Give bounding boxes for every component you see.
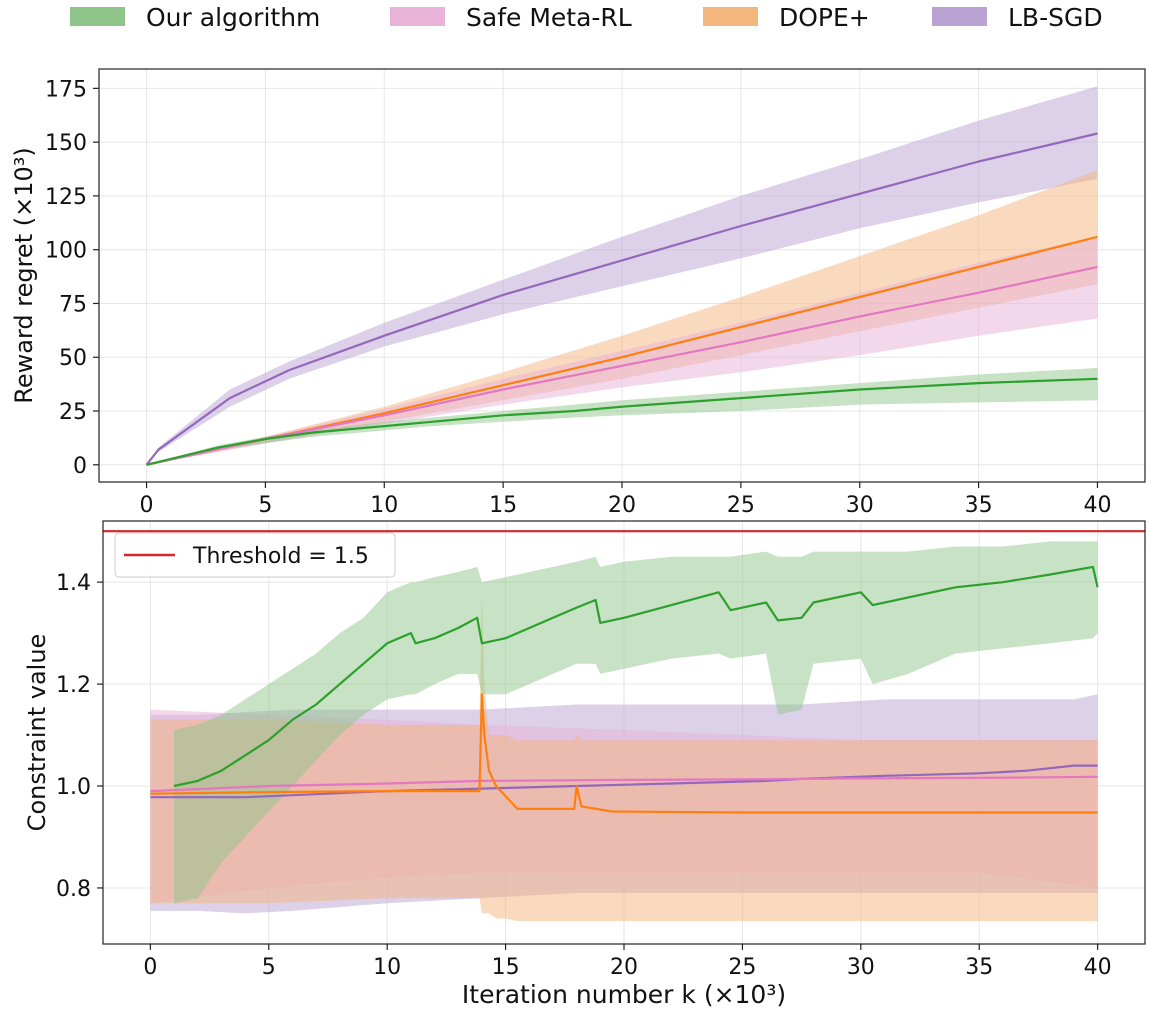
y-tick-label: 1.4 <box>56 571 91 596</box>
y-tick-label: 100 <box>45 239 87 264</box>
legend-label-dope: DOPE+ <box>779 3 870 32</box>
x-tick-label: 20 <box>608 493 636 518</box>
legend-label-lb-sgd: LB-SGD <box>1008 3 1103 32</box>
y-tick-label: 0.8 <box>56 877 91 902</box>
x-tick-label: 30 <box>846 493 874 518</box>
x-axis-label: Iteration number k (×10³) <box>462 980 786 1009</box>
series-line-lb-sgd <box>145 132 1098 466</box>
plot-area <box>150 541 1099 922</box>
x-tick-label: 5 <box>262 955 276 980</box>
y-tick-label: 150 <box>45 131 87 156</box>
band-dope <box>150 592 1098 922</box>
threshold-legend-label: Threshold = 1.5 <box>192 544 369 569</box>
x-tick-label: 25 <box>727 493 755 518</box>
band-our-algorithm <box>174 541 1098 904</box>
y-tick-label: 0 <box>73 454 87 479</box>
y-tick-label: 75 <box>59 292 87 317</box>
x-tick-label: 10 <box>370 493 398 518</box>
y-axis-label: Reward regret (×10³) <box>10 147 38 404</box>
threshold-legend-box <box>114 532 396 578</box>
band-safe-meta-rl <box>146 236 1098 465</box>
series-line-lb-sgd <box>150 764 1098 799</box>
plot-area <box>145 86 1098 466</box>
legend-swatch-lb-sgd <box>932 7 987 26</box>
legend-swatch-safe-meta-rl <box>390 7 445 26</box>
legend-swatch-our-algorithm <box>70 7 125 26</box>
series-line-our-algorithm <box>173 565 1099 788</box>
y-tick-label: 1.2 <box>56 673 91 698</box>
x-tick-label: 15 <box>492 955 520 980</box>
top-legend: Our algorithm Safe Meta-RL DOPE+ LB-SGD <box>70 3 1103 32</box>
band-our-algorithm <box>146 368 1098 465</box>
x-tick-label: 20 <box>610 955 638 980</box>
reward-regret-panel: 0 5 10 15 20 25 30 35 40 0 25 50 75 100 125 150 175 Rewar… <box>10 68 1146 518</box>
series-line-safe-meta-rl <box>150 775 1098 793</box>
x-tick-label: 35 <box>965 955 993 980</box>
y-tick-label: 175 <box>45 77 87 102</box>
y-axis-label: Constraint value <box>23 634 51 832</box>
legend-swatch-dope <box>703 7 758 26</box>
y-tick-label: 25 <box>59 400 87 425</box>
x-tick-label: 30 <box>847 955 875 980</box>
x-tick-label: 15 <box>489 493 517 518</box>
series-line-our-algorithm <box>146 377 1098 466</box>
x-tick-label: 25 <box>728 955 756 980</box>
series-line-dope <box>150 693 1098 814</box>
x-tick-label: 5 <box>258 493 272 518</box>
x-tick-label: 10 <box>373 955 401 980</box>
x-tick-label: 0 <box>140 493 154 518</box>
x-tick-label: 40 <box>1083 493 1111 518</box>
x-tick-label: 0 <box>143 955 157 980</box>
y-tick-label: 125 <box>45 185 87 210</box>
legend-label-safe-meta-rl: Safe Meta-RL <box>466 3 632 32</box>
y-tick-label: 1.0 <box>56 775 91 800</box>
legend-label-our-algorithm: Our algorithm <box>146 3 320 32</box>
series-line-safe-meta-rl <box>146 265 1098 466</box>
x-tick-label: 35 <box>965 493 993 518</box>
threshold-legend: Threshold = 1.5 <box>114 532 396 578</box>
y-tick-label: 50 <box>59 346 87 371</box>
constraint-value-panel: 0 5 10 15 20 25 30 35 40 0.8 1.0 1.2 1.4 Constraint v… <box>23 520 1146 1009</box>
band-lb-sgd <box>146 86 1098 465</box>
x-tick-label: 40 <box>1084 955 1112 980</box>
